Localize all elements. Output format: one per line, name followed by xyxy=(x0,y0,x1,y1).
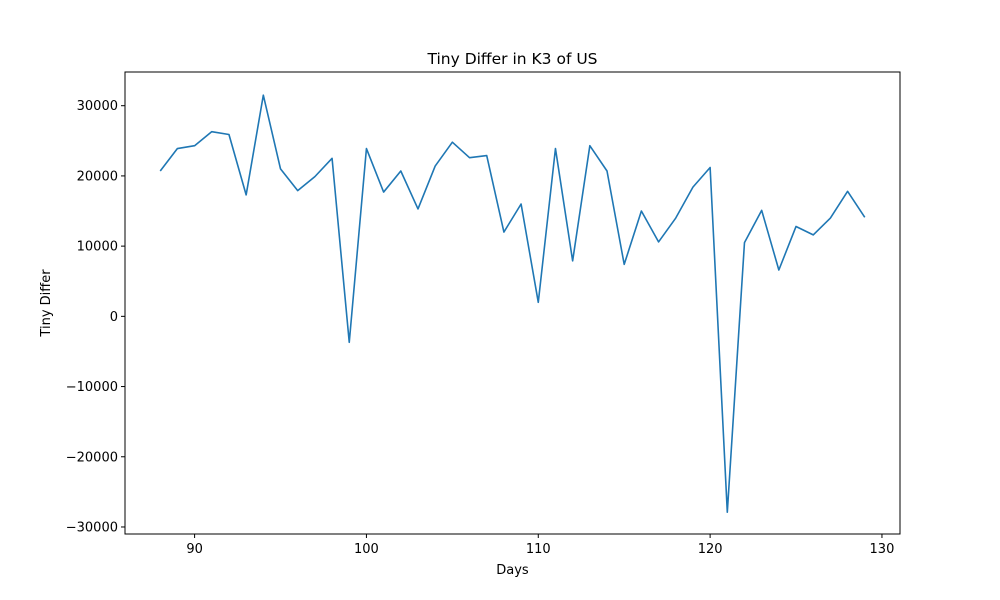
chart-title: Tiny Differ in K3 of US xyxy=(426,50,597,68)
y-axis: −30000 −20000 −10000 0 10000 20000 30000 xyxy=(66,99,125,535)
y-tick-label: 20000 xyxy=(77,169,118,184)
y-tick-label: 10000 xyxy=(77,240,118,255)
plot-frame xyxy=(124,71,901,535)
y-tick-label: −10000 xyxy=(66,380,118,395)
x-axis: 90 100 110 120 130 xyxy=(186,534,894,557)
x-tick-label: 120 xyxy=(698,542,723,557)
x-axis-label: Days xyxy=(496,563,529,578)
y-axis-label: Tiny Differ xyxy=(39,269,54,338)
x-tick-label: 100 xyxy=(354,542,379,557)
y-tick-label: −20000 xyxy=(66,450,118,465)
x-tick-label: 110 xyxy=(526,542,551,557)
x-tick-label: 90 xyxy=(186,542,203,557)
y-tick-label: 30000 xyxy=(77,99,118,114)
x-tick-label: 130 xyxy=(870,542,895,557)
series-line-0 xyxy=(159,94,866,514)
plot-area xyxy=(159,94,866,514)
y-tick-label: −30000 xyxy=(66,520,118,535)
y-tick-label: 0 xyxy=(110,310,118,325)
